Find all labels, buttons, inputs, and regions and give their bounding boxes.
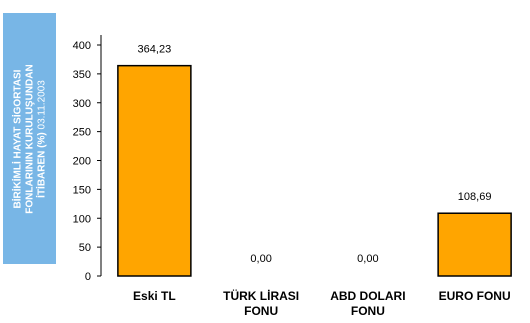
y-tick-label: 50 [79, 242, 91, 254]
data-label: 108,69 [458, 191, 492, 203]
bar [437, 212, 512, 277]
data-label: 0,00 [357, 253, 378, 265]
x-tick-label: FONU [351, 304, 385, 318]
data-label: 0,00 [250, 253, 271, 265]
x-tick-label: FONU [244, 304, 278, 318]
bar [117, 64, 192, 277]
data-label: 364,23 [138, 44, 172, 56]
x-tick-label: TÜRK LİRASI [223, 288, 299, 303]
y-tick-label: 150 [73, 184, 91, 196]
y-tick-label: 300 [73, 98, 91, 110]
y-tick-label: 400 [73, 40, 91, 52]
y-tick-label: 350 [73, 69, 91, 81]
x-tick-label: EURO FONU [439, 289, 511, 303]
y-tick-label: 0 [85, 271, 91, 283]
x-tick-label: Eski TL [133, 289, 176, 303]
x-tick-label: ABD DOLARI [330, 289, 405, 303]
y-tick-label: 250 [73, 127, 91, 139]
y-tick-label: 200 [73, 156, 91, 168]
y-axis-label-box: BİRİKİMLİ HAYAT SİGORTASI FONLARININ KUR… [3, 13, 56, 264]
y-tick-label: 100 [73, 213, 91, 225]
